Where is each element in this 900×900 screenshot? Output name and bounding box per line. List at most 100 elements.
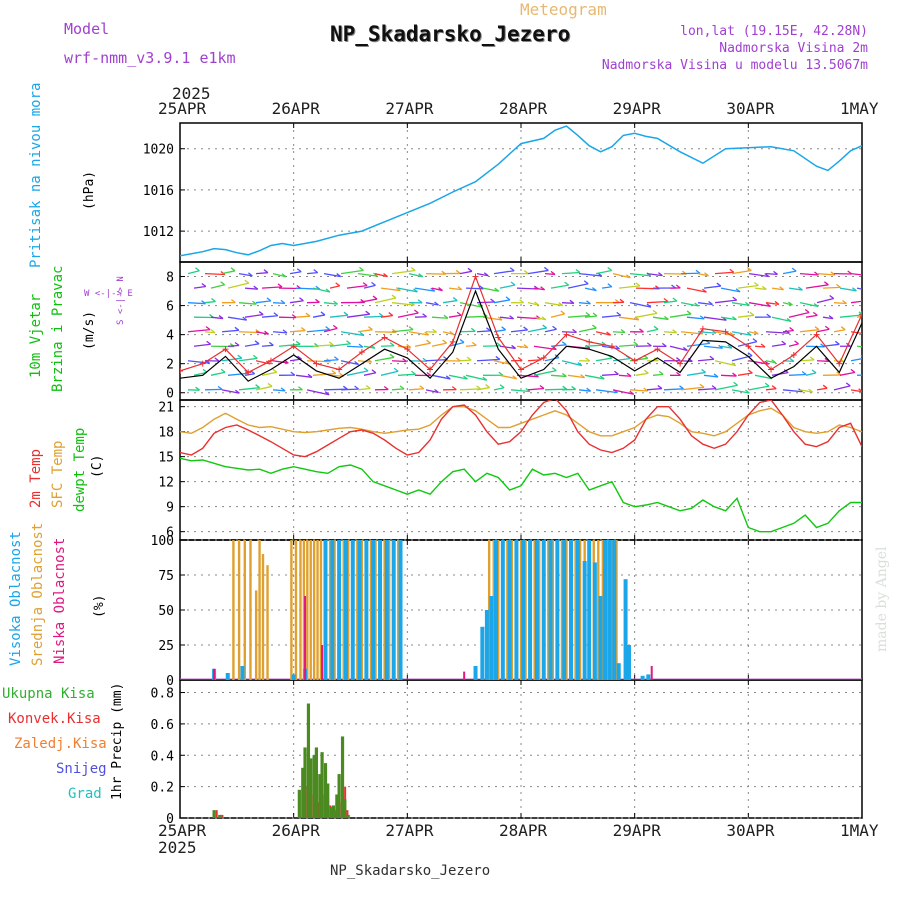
y-tick-label: 75 bbox=[158, 569, 174, 584]
wind-arrow bbox=[799, 389, 813, 393]
total-precip-bar bbox=[346, 814, 350, 818]
pressure-line bbox=[180, 125, 862, 257]
time-tick-label: 1MAY bbox=[840, 99, 879, 118]
wind-arrow-head bbox=[206, 340, 212, 345]
wind-arrow bbox=[527, 302, 539, 306]
wind-arrow bbox=[312, 344, 334, 347]
y-tick-label: 0.6 bbox=[151, 718, 174, 733]
high-cloud-bar bbox=[640, 675, 645, 680]
wind-arrow bbox=[799, 329, 820, 333]
high-cloud-bar bbox=[343, 540, 348, 680]
wind-arrow-head bbox=[411, 370, 416, 375]
wind-arrow-head bbox=[455, 269, 461, 274]
wind-arrow-head bbox=[789, 326, 795, 332]
wind-arrow bbox=[686, 316, 705, 320]
total-precip-bar bbox=[323, 763, 328, 818]
wind-arrow bbox=[618, 374, 632, 377]
wind-arrow-head bbox=[718, 344, 723, 349]
wind-arrow bbox=[737, 340, 758, 347]
wind-arrow-head bbox=[485, 384, 490, 389]
wind-arrow-head bbox=[434, 301, 439, 306]
wind-arrow bbox=[244, 373, 255, 376]
wind-arrow-head bbox=[625, 274, 631, 279]
wind-arrow bbox=[850, 300, 862, 304]
wind-arrow bbox=[652, 316, 669, 321]
total-precip-bar bbox=[314, 747, 318, 818]
wind-arrow bbox=[465, 344, 477, 347]
wind-arrow bbox=[278, 343, 301, 347]
wind-arrow bbox=[261, 344, 274, 347]
wind-arrow-head bbox=[852, 287, 857, 292]
wind-arrow bbox=[731, 389, 750, 394]
wind-arrow-head bbox=[571, 385, 577, 390]
wind-arrow-head bbox=[663, 297, 669, 303]
wind-gust-marker bbox=[677, 360, 684, 367]
wind-arrow-head bbox=[643, 387, 649, 392]
wind-arrow-head bbox=[459, 338, 465, 343]
y-tick-label: 0 bbox=[166, 674, 174, 689]
wind-arrow-head bbox=[393, 367, 399, 372]
wind-arrow-head bbox=[346, 340, 351, 345]
wind-arrow-head bbox=[872, 345, 876, 348]
low-cloud-bar bbox=[213, 668, 216, 680]
wind-arrow bbox=[748, 302, 771, 308]
wind-arrow-head bbox=[263, 269, 269, 274]
wind-arrow-head bbox=[801, 370, 807, 376]
y-tick-label: 15 bbox=[158, 451, 174, 466]
high-cloud-bar bbox=[534, 540, 539, 680]
wind-arrow-head bbox=[419, 385, 425, 390]
wind-arrow bbox=[442, 331, 454, 336]
wind-arrow-head bbox=[417, 299, 423, 304]
high-cloud-bar bbox=[473, 666, 478, 680]
total-precip-bar bbox=[335, 794, 339, 818]
time-tick-label: 26APR bbox=[271, 821, 320, 840]
wind-arrow-head bbox=[657, 272, 663, 277]
wind-arrow bbox=[601, 373, 619, 376]
total-precip-bar bbox=[331, 805, 336, 818]
wind-arrow bbox=[499, 316, 514, 320]
wind-arrow-head bbox=[365, 385, 371, 390]
wind-gust-marker bbox=[859, 311, 862, 318]
wind-arrow-head bbox=[746, 266, 752, 272]
wind-arrow bbox=[516, 316, 541, 320]
wind-arrow bbox=[261, 315, 278, 318]
wind-arrow bbox=[754, 345, 766, 348]
wind-arrow-head bbox=[771, 385, 777, 390]
wind-arrow bbox=[261, 371, 277, 376]
wind-gust-marker bbox=[722, 328, 729, 335]
wind-arrow bbox=[595, 389, 618, 394]
total-precip-bar bbox=[320, 752, 324, 818]
wind-arrow bbox=[244, 287, 258, 290]
high-cloud-bar bbox=[582, 561, 587, 680]
wind-arrow-head bbox=[342, 385, 348, 390]
wind-arrow-head bbox=[614, 370, 619, 375]
wind-arrow-head bbox=[552, 325, 557, 330]
wind-arrow bbox=[595, 269, 612, 275]
precip-label-hail: Grad bbox=[68, 786, 102, 802]
mid-cloud-bar bbox=[249, 540, 252, 680]
wind-arrow bbox=[714, 384, 738, 391]
wind-arrow-head bbox=[643, 369, 649, 374]
high-cloud-bar bbox=[603, 540, 608, 680]
wind-arrow bbox=[822, 286, 841, 289]
wind-arrow bbox=[771, 343, 786, 347]
wind-arrow bbox=[493, 299, 511, 304]
wind-arrow-head bbox=[731, 316, 737, 321]
wind-arrow-head bbox=[572, 328, 577, 333]
wind-arrow-head bbox=[824, 357, 830, 362]
wind-arrow bbox=[737, 314, 754, 318]
wind-arrow-head bbox=[497, 316, 503, 321]
wind-arrow-head bbox=[470, 327, 476, 332]
wind-arrow bbox=[550, 313, 565, 318]
mid-cloud-bar bbox=[397, 540, 400, 680]
wind-arrow-head bbox=[850, 368, 856, 373]
mid-cloud-bar bbox=[319, 540, 323, 680]
wind-arrow bbox=[782, 389, 803, 393]
wind-arrow-head bbox=[430, 287, 436, 292]
wind-arrow-head bbox=[534, 301, 539, 306]
wind-arrow-head bbox=[296, 268, 302, 273]
wind-arrow-head bbox=[517, 356, 523, 361]
wind-arrow bbox=[414, 287, 435, 292]
wind-arrow bbox=[374, 272, 388, 278]
wind-arrow bbox=[340, 388, 359, 391]
